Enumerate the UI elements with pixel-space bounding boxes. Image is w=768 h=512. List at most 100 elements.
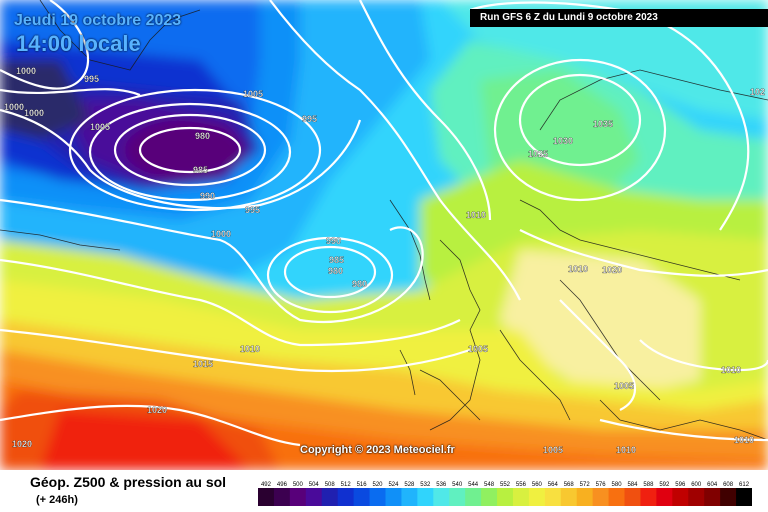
isobar-label: 1010 [240, 344, 260, 354]
isobar-label: 1005 [543, 445, 563, 455]
scale-swatch [305, 488, 323, 506]
isobar-label: 1005 [614, 381, 634, 391]
isobar-label: 995 [302, 114, 317, 124]
isobar-label: 1020 [147, 405, 167, 415]
scale-tick-label: 552 [500, 482, 511, 488]
scale-swatch [560, 488, 578, 506]
scale-swatch [258, 488, 275, 506]
isobar-label: 1030 [553, 136, 573, 146]
run-info-banner: Run GFS 6 Z du Lundi 9 octobre 2023 [470, 9, 768, 27]
scale-swatch [672, 488, 689, 506]
scale-tick-label: 540 [452, 482, 463, 488]
isobar-label: 995 [245, 205, 260, 215]
scale-swatch [369, 488, 386, 506]
scale-tick-label: 568 [564, 482, 575, 488]
scale-tick-label: 596 [675, 482, 686, 488]
scale-tick-label: 524 [388, 482, 399, 488]
scale-swatch [337, 488, 355, 506]
forecast-offset: (+ 246h) [36, 494, 78, 506]
isobar-label: 1015 [193, 359, 213, 369]
scale-tick-label: 584 [627, 482, 638, 488]
isobar-label: 1010 [568, 264, 588, 274]
geopotential-map: 995 1000 1000 1000 1005 980 985 990 995 … [0, 0, 768, 470]
isobar-label: 1010 [616, 445, 636, 455]
isobar-label: 980 [352, 279, 367, 289]
scale-swatch [321, 488, 339, 506]
scale-tick-label: 536 [436, 482, 447, 488]
isobar-label: 990 [200, 191, 215, 201]
scale-tick-label: 564 [548, 482, 559, 488]
isobar-label: 1000 [4, 102, 24, 112]
isobar-label: 995 [84, 74, 99, 84]
scale-tick-label: 532 [420, 482, 431, 488]
scale-tick-label: 512 [341, 482, 352, 488]
scale-tick-label: 492 [261, 482, 272, 488]
scale-swatch [385, 488, 402, 506]
scale-swatch [656, 488, 673, 506]
isobar-label: 990 [326, 236, 341, 246]
isobar-label: 980 [328, 266, 343, 276]
isobar-label: 1010 [734, 435, 754, 445]
scale-tick-label: 588 [643, 482, 654, 488]
isobar-label: 1020 [602, 265, 622, 275]
scale-swatch [497, 488, 514, 506]
isobar-label: 985 [193, 165, 208, 175]
scale-tick-label: 504 [309, 482, 320, 488]
isobar-label: 1035 [593, 119, 613, 129]
scale-tick-label: 592 [659, 482, 670, 488]
scale-swatch [417, 488, 434, 506]
copyright-notice: Copyright © 2023 Meteociel.fr [300, 444, 455, 456]
isobar-label: 1000 [16, 66, 36, 76]
scale-tick-label: 500 [293, 482, 304, 488]
isobars [0, 0, 768, 445]
scale-swatch [736, 488, 752, 506]
scale-tick-label: 580 [612, 482, 623, 488]
scale-tick-label: 496 [277, 482, 288, 488]
scale-swatch [512, 488, 530, 506]
scale-swatch [640, 488, 657, 506]
isobar-label: 1000 [24, 108, 44, 118]
forecast-date: Jeudi 19 octobre 2023 [14, 12, 182, 29]
scale-swatch [289, 488, 307, 506]
scale-tick-label: 508 [325, 482, 336, 488]
isobar-label: 1005 [468, 344, 488, 354]
scale-swatch [544, 488, 562, 506]
scale-swatch [704, 488, 721, 506]
scale-tick-label: 608 [723, 482, 734, 488]
scale-tick-label: 604 [707, 482, 718, 488]
scale-tick-label: 528 [404, 482, 415, 488]
scale-tick-label: 600 [691, 482, 702, 488]
scale-tick-label: 560 [532, 482, 543, 488]
isobar-label: 1000 [211, 229, 231, 239]
scale-swatch [528, 488, 546, 506]
scale-swatch [449, 488, 466, 506]
scale-tick-label: 556 [516, 482, 527, 488]
scale-tick-label: 612 [739, 482, 750, 488]
color-scale-labels: 492 496 500 504 508 512 516 520 524 528 532 536 540 5… [261, 482, 750, 488]
pressure-labels: 995 1000 1000 1000 1005 980 985 990 995 … [4, 66, 765, 455]
scale-swatch [624, 488, 641, 506]
color-scale [258, 488, 752, 506]
scale-swatch [353, 488, 371, 506]
scale-swatch [401, 488, 418, 506]
scale-swatch [465, 488, 482, 506]
forecast-time: 14:00 locale [16, 31, 141, 56]
scale-swatch [481, 488, 498, 506]
isobar-label: 985 [329, 255, 344, 265]
scale-tick-label: 548 [484, 482, 495, 488]
coastlines [0, 0, 768, 441]
scale-swatch [608, 488, 626, 506]
isobar-label: 1010 [721, 365, 741, 375]
scale-swatch [273, 488, 291, 506]
isobar-label: 1005 [243, 89, 263, 99]
isobar-label: 1020 [12, 439, 32, 449]
isobar-label: 980 [195, 131, 210, 141]
isobar-label: 1005 [90, 122, 110, 132]
scale-tick-label: 572 [580, 482, 591, 488]
scale-tick-label: 516 [357, 482, 368, 488]
scale-swatch [720, 488, 737, 506]
scale-swatch [592, 488, 610, 506]
map-title: Géop. Z500 & pression au sol [30, 474, 227, 490]
isobar-label: 1025 [528, 149, 548, 159]
